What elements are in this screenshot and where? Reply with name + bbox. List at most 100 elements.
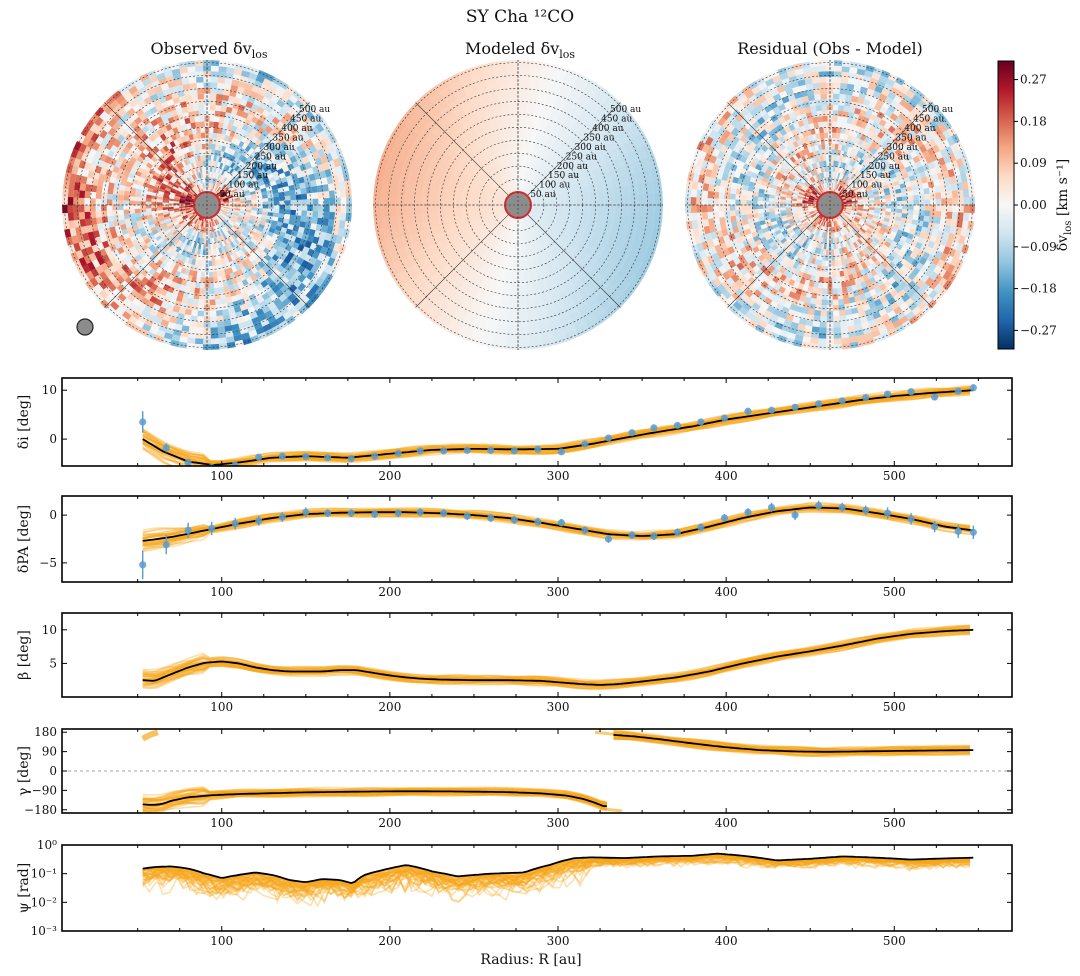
map-cell (810, 212, 816, 216)
map-cell (524, 218, 531, 227)
map-cell (267, 99, 277, 109)
map-cell (196, 172, 200, 179)
map-cell (146, 250, 154, 258)
map-cell (523, 219, 529, 228)
map-cell (234, 206, 241, 209)
map-cell (278, 231, 286, 238)
map-cell (610, 121, 624, 136)
map-cell (623, 126, 637, 141)
map-cell (203, 182, 206, 189)
map-cell (188, 240, 193, 247)
map-cell (168, 298, 177, 306)
map-cell (196, 225, 201, 232)
map-cell (461, 102, 474, 115)
map-cell (294, 249, 303, 258)
map-cell (468, 241, 479, 251)
map-cell (539, 321, 552, 332)
map-cell (223, 199, 229, 203)
map-cell (183, 217, 189, 222)
map-cell (616, 166, 627, 178)
map-cell (185, 178, 190, 184)
map-cell (514, 164, 518, 173)
map-cell (842, 190, 848, 196)
map-cell (330, 150, 339, 160)
map-cell (247, 248, 254, 256)
figure-title: SY Cha ¹²CO (466, 7, 574, 27)
map-cell (250, 103, 260, 112)
map-cell (819, 231, 823, 238)
map-cell (462, 168, 472, 177)
map-cell (181, 213, 187, 218)
map-cell (418, 127, 432, 141)
map-cell (232, 157, 239, 164)
map-cell (179, 197, 186, 200)
map-cell (251, 143, 259, 151)
map-cell (434, 317, 450, 331)
map-cell (301, 114, 311, 124)
map-cell (223, 245, 228, 252)
map-cell (210, 60, 220, 67)
map-cell (314, 230, 322, 238)
map-cell (94, 165, 102, 174)
map-cell (175, 214, 182, 219)
map-cell (540, 193, 550, 199)
map-cell (146, 172, 154, 179)
map-cell (863, 200, 869, 204)
map-cell (210, 249, 215, 255)
map-cell (165, 111, 173, 119)
map-cell (595, 105, 610, 120)
map-cell (485, 223, 494, 231)
map-cell (558, 204, 567, 210)
map-cell (195, 71, 204, 78)
map-cell (310, 179, 317, 187)
map-cell (646, 154, 659, 170)
map-cell (262, 323, 273, 332)
map-cell (321, 224, 328, 233)
map-cell (94, 236, 103, 245)
map-cell (150, 156, 158, 163)
map-cell (109, 301, 120, 311)
map-cell (101, 254, 110, 263)
map-cell (116, 275, 125, 285)
map-cell (853, 176, 859, 183)
grid-spoke (104, 204, 208, 308)
map-cell (848, 189, 855, 194)
map-cell (214, 287, 220, 294)
map-cell (503, 251, 510, 261)
map-cell (824, 177, 827, 184)
map-cell (267, 172, 274, 179)
map-cell (175, 150, 181, 158)
map-cell (222, 211, 228, 215)
map-cell (189, 189, 195, 195)
map-cell (184, 94, 192, 102)
map-cell (381, 193, 390, 206)
map-cell (399, 269, 413, 284)
map-cell (272, 188, 279, 194)
map-cell (257, 69, 268, 79)
map-cell (838, 231, 843, 237)
map-cell (296, 171, 304, 179)
map-cell (175, 259, 182, 266)
map-cell (863, 208, 869, 212)
map-cell (296, 291, 306, 301)
map-cell (808, 186, 814, 191)
map-cell (494, 331, 508, 342)
map-cell (459, 228, 470, 238)
map-cell (310, 116, 320, 127)
map-cell (830, 227, 833, 233)
map-cell (564, 143, 575, 154)
map-cell (76, 167, 84, 177)
map-cell (262, 211, 268, 216)
map-cell (108, 136, 117, 145)
map-cell (131, 90, 141, 100)
map-cell (494, 248, 502, 259)
map-cell (194, 121, 201, 128)
map-cell (283, 213, 291, 220)
map-cell (135, 108, 144, 117)
map-cell (224, 232, 230, 239)
map-cell (561, 76, 576, 89)
map-cell (421, 196, 430, 206)
map-cell (797, 193, 804, 198)
map-cell (487, 191, 497, 197)
map-cell (532, 211, 540, 218)
